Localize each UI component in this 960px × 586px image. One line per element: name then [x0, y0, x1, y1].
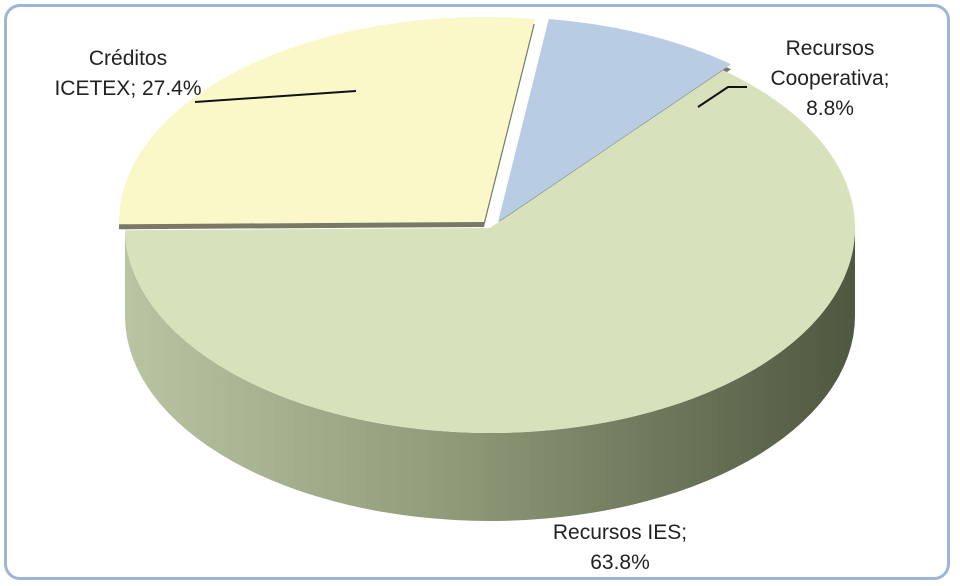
- pie-slice-cr-ditos-icetex: [119, 16, 535, 225]
- label-cooperativa-line1: Recursos: [785, 37, 875, 60]
- label-ies-line2: 63.8%: [590, 551, 650, 574]
- label-cooperativa-line3: 8.8%: [806, 97, 854, 120]
- label-ies-line1: Recursos IES;: [552, 521, 688, 544]
- label-creditos-line1: Créditos: [88, 47, 168, 70]
- pie-slice-recursos-ies: [125, 70, 856, 434]
- label-cooperativa: Recursos Cooperativa; 8.8%: [740, 34, 920, 124]
- label-creditos-line2: ICETEX; 27.4%: [54, 77, 202, 100]
- leader-line-cooperativa: [697, 86, 747, 108]
- label-ies: Recursos IES; 63.8%: [520, 518, 720, 578]
- pie-slice-recursos-cooperativa: [498, 18, 732, 223]
- leader-line-creditos: [194, 90, 357, 103]
- pie-side-recursos-ies: [125, 228, 855, 521]
- label-creditos: Créditos ICETEX; 27.4%: [28, 44, 228, 104]
- label-cooperativa-line2: Cooperativa;: [770, 67, 890, 90]
